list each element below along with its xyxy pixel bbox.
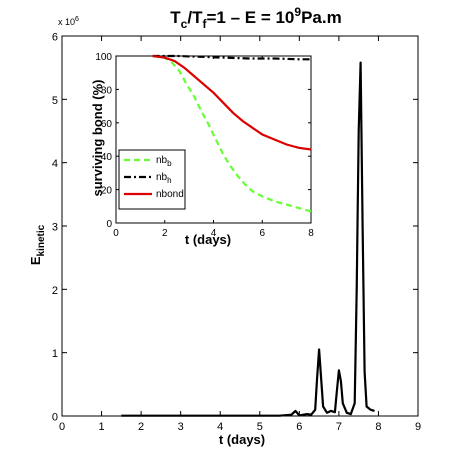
title-part: /T [187,8,203,27]
x-tick-label: 8 [308,228,314,239]
series-line-nbb [152,54,312,213]
y-tick-label: 6 [52,32,58,44]
title-part: T [170,8,181,27]
title-part: =1 – E = 10 [206,8,294,27]
x-tick-label: 4 [217,421,223,433]
inset-y-axis-label: surviving bond (%) [90,80,105,197]
x-tick-label: 7 [336,421,342,433]
x-tick-label: 8 [375,421,381,433]
main-y-axis-label: Ekinetic [28,224,47,265]
x-tick-label: 2 [138,421,144,433]
y-tick-label: 0 [106,219,112,230]
x-tick-label: 4 [211,228,217,239]
multiplier-base: x 10 [58,17,75,27]
legend-label-base: nb [156,155,168,166]
kinetic-energy-line [121,61,375,417]
x-tick-label: 5 [257,421,263,433]
ylabel-base: E [28,256,43,265]
title-sub: c [181,17,188,31]
legend-label-sub: h [167,176,171,185]
multiplier-exp: 6 [75,16,79,23]
legend-label-nbb: nbb [156,155,172,168]
y-tick-label: 100 [95,52,112,63]
legend-label-sub: b [167,159,172,168]
title-sup: 9 [294,5,301,19]
y-tick-label: 5 [52,95,58,107]
legend-label-nbond: nbond [156,189,184,200]
series-line-nbh [152,54,311,61]
y-tick-label: 40 [101,152,113,163]
legend-box [118,149,186,210]
main-x-axis-label: t (days) [219,432,265,447]
y-tick-label: 4 [52,158,58,170]
y-tick-label: 60 [101,119,113,130]
y-tick-label: 0 [52,412,58,424]
x-tick-label: 2 [162,228,168,239]
x-tick-label: 6 [259,228,265,239]
title-part: Pa.m [301,8,342,27]
y-tick-label: 1 [52,348,58,360]
series-line-nbond [152,54,312,151]
ylabel-sub: kinetic [36,224,47,256]
y-tick-label: 3 [52,222,58,234]
inset-x-axis-label: t (days) [185,232,231,247]
y-axis-multiplier: x 106 [58,16,79,27]
main-plot: 0 1 2 3 4 5 6 7 8 9 0 1 2 3 4 5 6 [52,32,421,434]
x-tick-label: 0 [59,421,65,433]
x-tick-label: 0 [113,228,119,239]
y-tick-label: 80 [101,85,113,96]
chart-title: Tc/Tf=1 – E = 109Pa.m [170,5,341,31]
y-tick-label: 20 [101,186,113,197]
legend-label-nbh: nbh [156,172,172,185]
x-tick-label: 3 [178,421,184,433]
y-tick-label: 2 [52,285,58,297]
legend-label-base: nb [156,172,168,183]
x-tick-label: 1 [98,421,104,433]
x-tick-label: 9 [415,421,421,433]
title-sub: f [202,17,207,31]
x-tick-label: 6 [296,421,302,433]
